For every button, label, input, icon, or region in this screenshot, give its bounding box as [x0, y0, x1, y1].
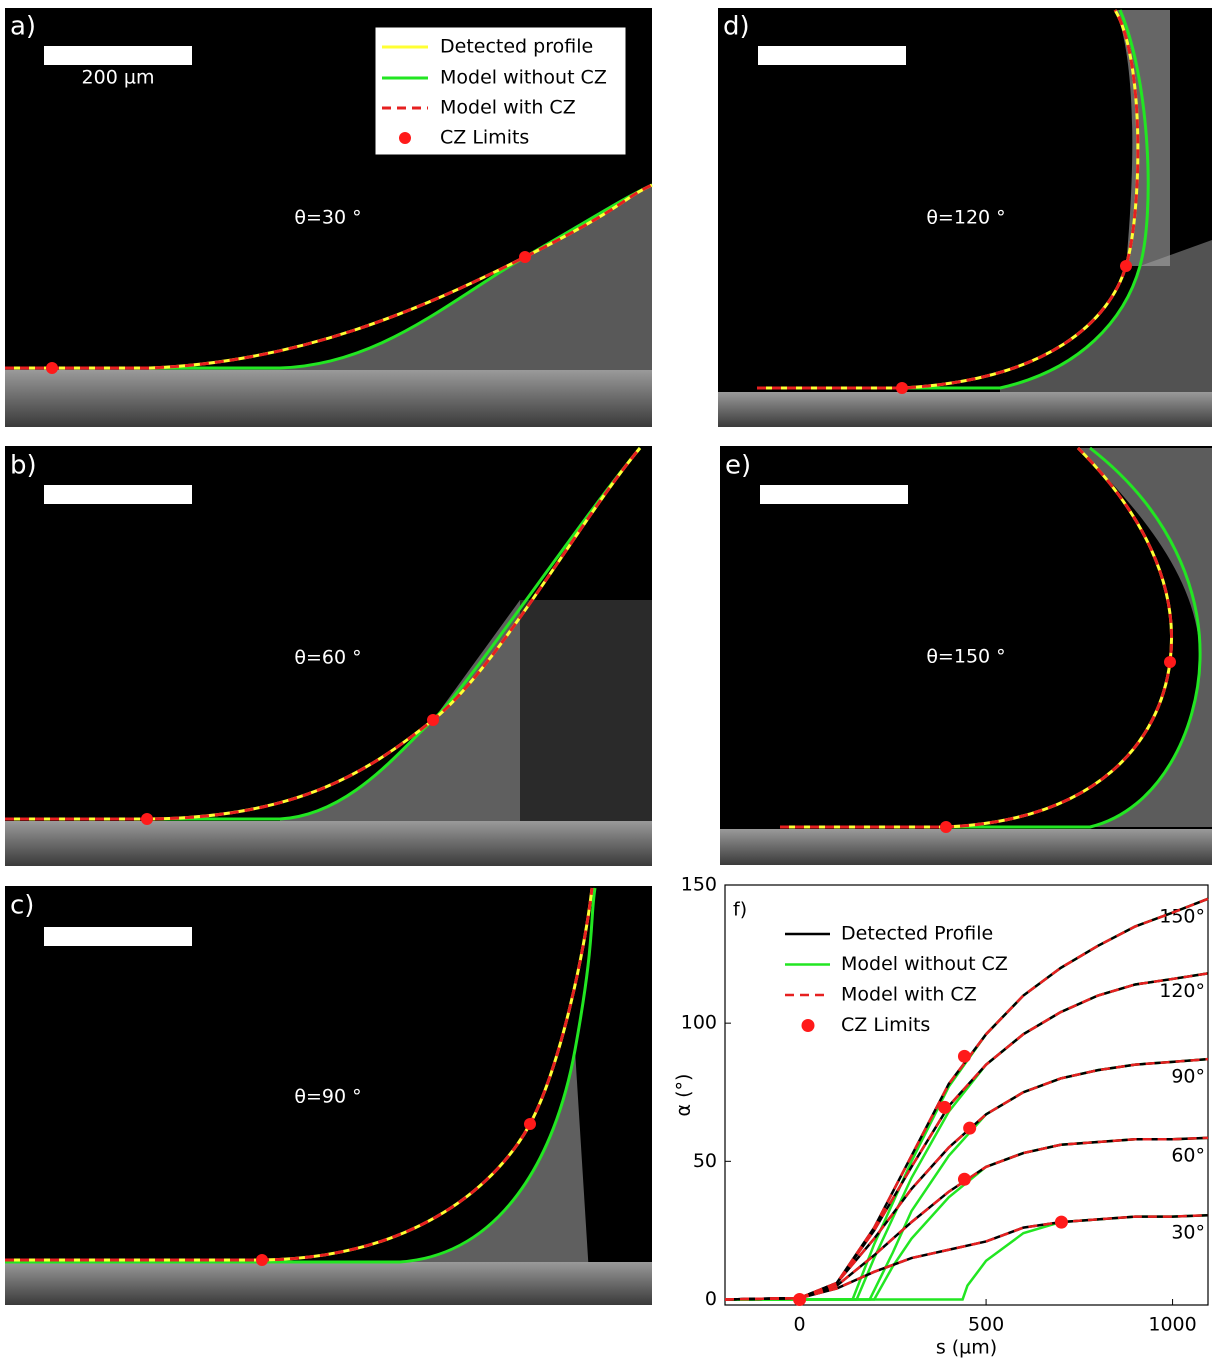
angle-label: θ=90 ° [294, 1086, 361, 1108]
y-tick-label: 0 [705, 1288, 717, 1310]
cz-limit-point [793, 1293, 806, 1306]
cz-limit-point [958, 1050, 971, 1063]
x-axis-label: s (µm) [936, 1337, 997, 1359]
legend-swatch [802, 1019, 815, 1032]
panel-label: d) [723, 12, 750, 42]
y-axis-label: α (°) [673, 1074, 695, 1117]
legend-label: Detected Profile [841, 923, 993, 945]
cz-limit-point [938, 1101, 951, 1114]
panel-c: c) θ=90 ° [5, 886, 652, 1305]
angle-label: θ=120 ° [926, 207, 1005, 229]
panel-label: b) [10, 451, 37, 481]
legend-label: CZ Limits [440, 127, 529, 149]
angle-label: θ=150 ° [926, 646, 1005, 668]
panel-b: b) θ=60 ° [5, 446, 652, 866]
legend-label: Model with CZ [440, 97, 576, 119]
y-tick-label: 150 [681, 874, 717, 896]
cz-limit-point [1055, 1216, 1068, 1229]
y-tick-label: 100 [681, 1012, 717, 1034]
panel-d: d) θ=120 ° [718, 8, 1212, 427]
y-tick-label: 50 [693, 1150, 717, 1172]
legend-label: Model without CZ [841, 953, 1008, 975]
angle-label: θ=60 ° [294, 647, 361, 669]
figure: 200 µm a) θ=30 ° Detected profile Model … [0, 0, 1222, 1365]
panel-label: f) [733, 899, 747, 921]
cz-limit-point [958, 1173, 971, 1186]
cz-limit-point [963, 1122, 976, 1135]
curve-label: 120° [1159, 980, 1205, 1002]
legend-label: Detected profile [440, 36, 593, 58]
angle-label: θ=30 ° [294, 207, 361, 229]
scale-label: 200 µm [82, 67, 155, 89]
curve-label: 60° [1171, 1144, 1205, 1166]
plot-area [725, 885, 1208, 1305]
curve-label: 30° [1171, 1222, 1205, 1244]
x-tick-label: 500 [968, 1314, 1004, 1336]
legend-label: CZ Limits [841, 1014, 930, 1036]
panel-e: e) θ=150 ° [720, 446, 1212, 865]
panel-label: e) [725, 451, 751, 481]
chart-f: 0 500 1000 0 50 100 150 s (µm) α (°) f) 30° 60° 90° 1… [673, 874, 1209, 1359]
curve-label: 90° [1171, 1066, 1205, 1088]
panel-label: a) [10, 12, 36, 42]
x-tick-label: 0 [794, 1314, 806, 1336]
panel-a: 200 µm a) θ=30 ° Detected profile Model … [5, 8, 652, 427]
panel-label: c) [10, 891, 34, 921]
x-tick-label: 1000 [1148, 1314, 1196, 1336]
legend-label: Model without CZ [440, 67, 607, 89]
legend-label: Model with CZ [841, 984, 977, 1006]
